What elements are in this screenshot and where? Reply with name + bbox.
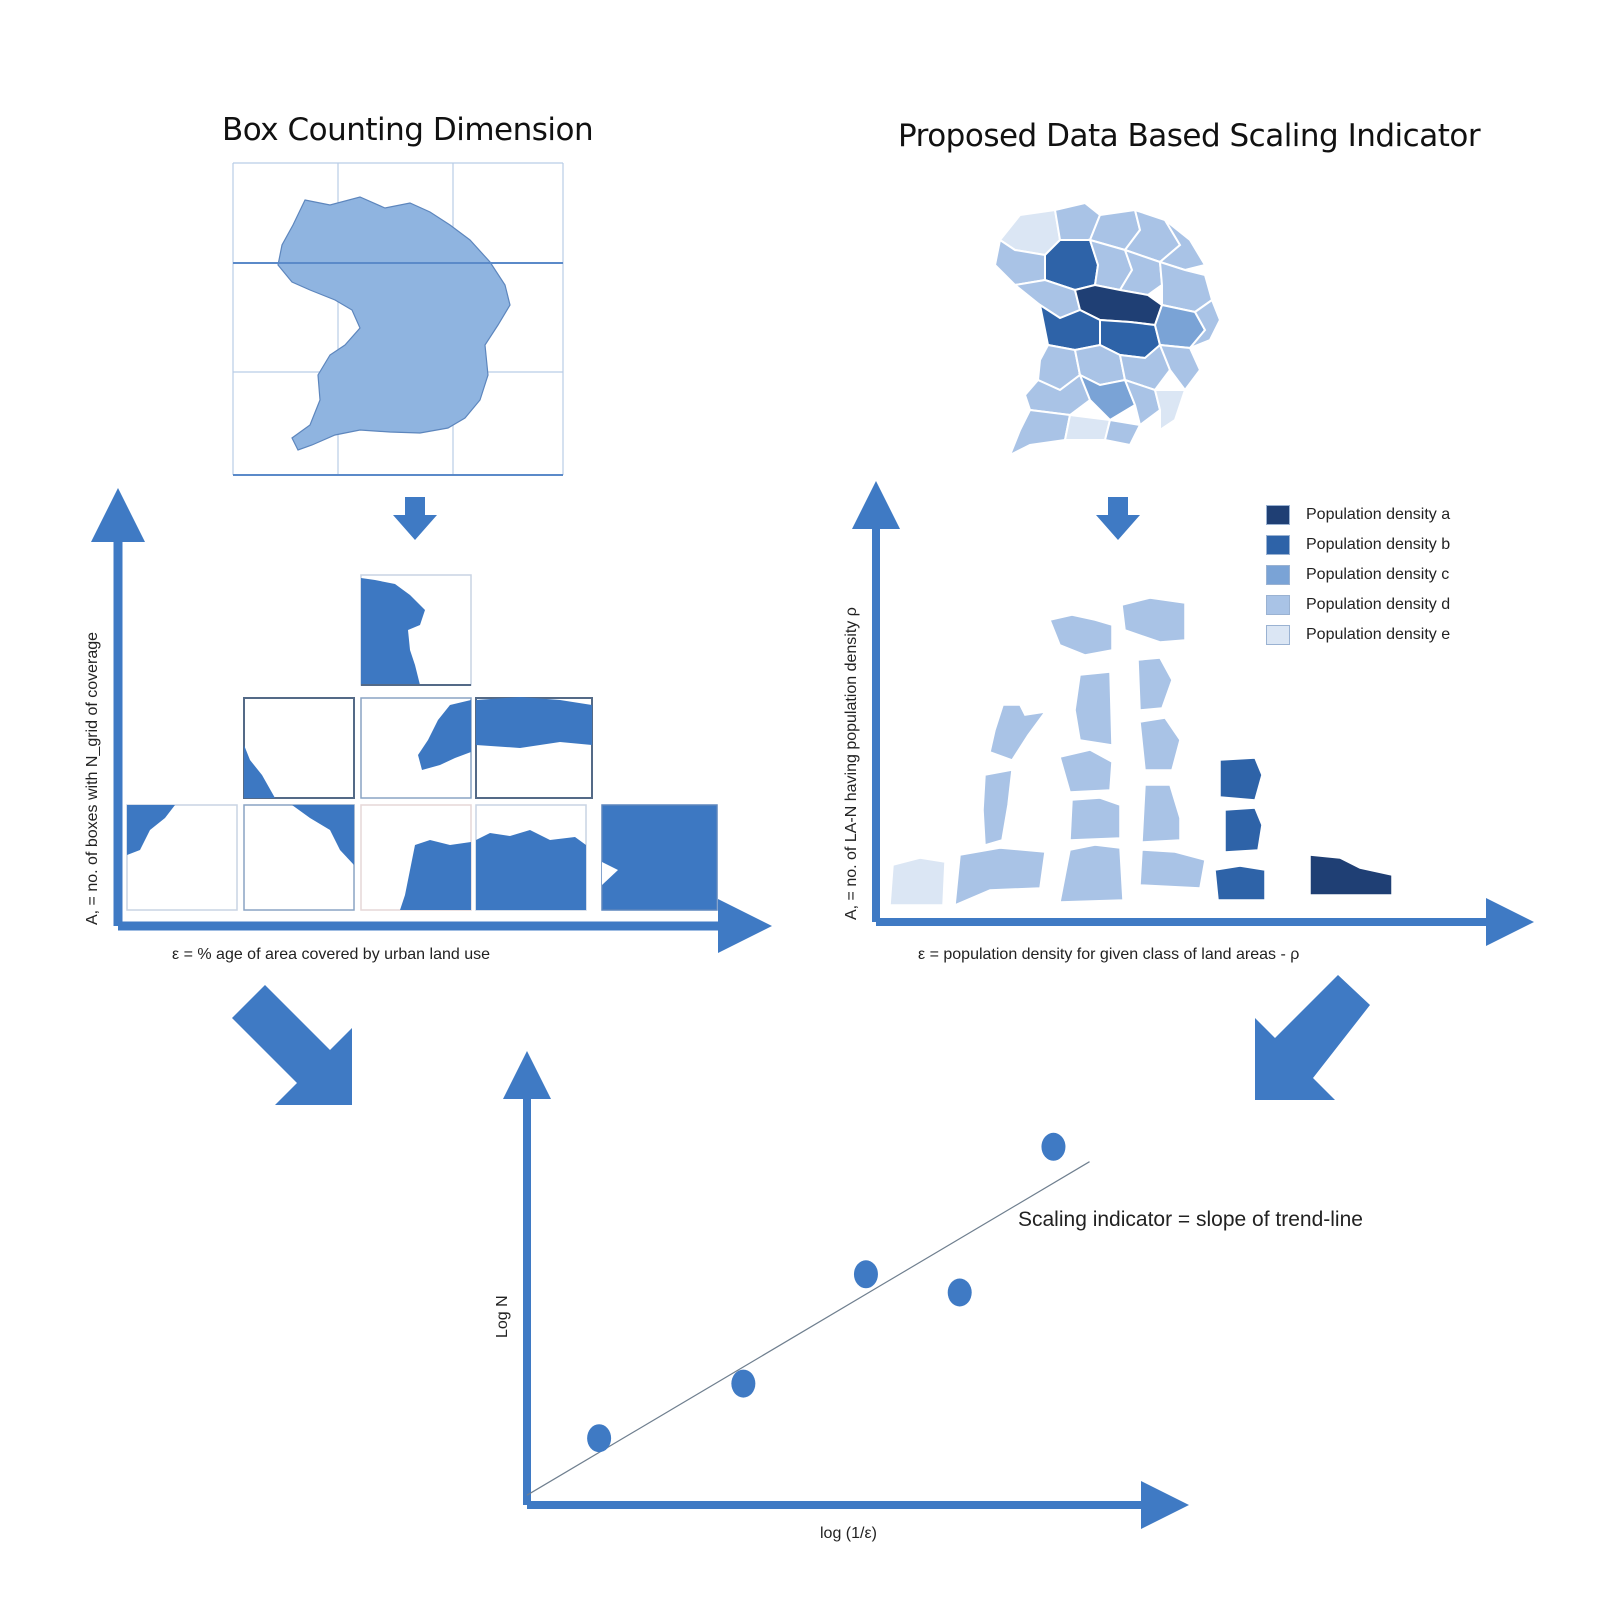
region-map-plain <box>277 196 511 451</box>
right-title: Proposed Data Based Scaling Indicator <box>898 118 1481 154</box>
legend-label: Population density c <box>1306 566 1450 583</box>
choropleth-map <box>993 201 1222 458</box>
diagonal-arrow-left-icon <box>232 985 352 1105</box>
left-chart-xlabel: ε = % age of area covered by urban land … <box>172 946 491 963</box>
left-chart-ylabel: A, = no. of boxes with N_grid of coverag… <box>84 631 101 925</box>
legend-label: Population density e <box>1306 626 1451 643</box>
down-arrow-icon <box>393 497 437 540</box>
trend-line <box>526 1161 1090 1496</box>
right-chart-ylabel: A, = no. of LA-N having population densi… <box>843 607 860 920</box>
scaling-chart <box>503 1051 1189 1529</box>
legend-swatch <box>1266 595 1290 615</box>
scaling-ylabel: Log N <box>494 1295 511 1338</box>
legend-label: Population density d <box>1306 596 1451 613</box>
scaling-xlabel: log (1/ε) <box>820 1525 877 1542</box>
legend-item: Population density c <box>1266 560 1450 590</box>
legend-item: Population density e <box>1266 620 1450 650</box>
box-grid-strong <box>233 262 563 476</box>
legend-swatch <box>1266 535 1290 555</box>
boxes-plot <box>126 574 718 911</box>
data-point <box>853 1260 878 1289</box>
legend-swatch <box>1266 505 1290 525</box>
diagonal-arrow-right-icon <box>1255 975 1370 1100</box>
density-plot <box>889 597 1393 907</box>
left-chart-axes <box>91 488 772 953</box>
data-points <box>587 1132 1066 1453</box>
right-chart-xlabel: ε = population density for given class o… <box>918 946 1300 963</box>
left-title: Box Counting Dimension <box>222 112 594 148</box>
down-arrow-icon <box>1096 497 1140 540</box>
legend-label: Population density b <box>1306 536 1451 553</box>
scaling-chart-axes <box>503 1051 1189 1529</box>
legend-item: Population density b <box>1266 530 1450 560</box>
data-point <box>947 1278 972 1307</box>
data-point <box>731 1369 756 1398</box>
legend-item: Population density d <box>1266 590 1450 620</box>
legend-item: Population density a <box>1266 500 1450 530</box>
scaling-annotation: Scaling indicator = slope of trend-line <box>1018 1208 1363 1231</box>
density-legend: Population density a Population density … <box>1266 500 1450 650</box>
data-point <box>587 1424 612 1453</box>
right-chart-axes <box>852 481 1534 946</box>
legend-label: Population density a <box>1306 506 1451 523</box>
data-point <box>1041 1132 1066 1161</box>
legend-swatch <box>1266 625 1290 645</box>
legend-swatch <box>1266 565 1290 585</box>
